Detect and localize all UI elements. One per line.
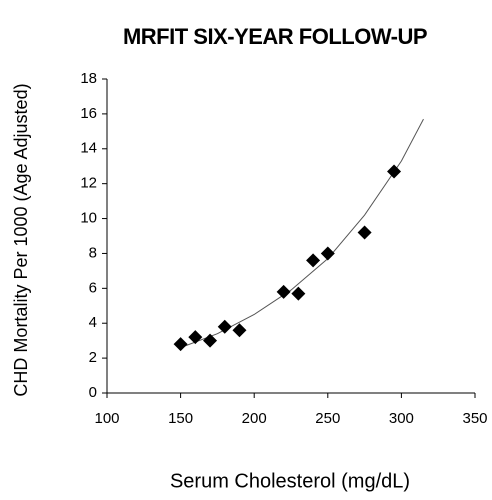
data-point xyxy=(203,333,218,348)
y-tick-label: 6 xyxy=(89,279,97,296)
x-tick-label: 350 xyxy=(462,410,487,427)
data-point xyxy=(291,286,306,301)
y-tick-label: 2 xyxy=(89,349,97,366)
x-tick-label: 250 xyxy=(315,410,340,427)
y-axis-title: CHD Mortality Per 1000 (Age Adjusted) xyxy=(11,83,31,396)
data-point xyxy=(188,330,203,345)
y-tick-label: 18 xyxy=(80,70,97,87)
data-point xyxy=(217,319,232,334)
data-point xyxy=(232,323,247,338)
x-tick-label: 200 xyxy=(242,410,267,427)
x-tick-label: 300 xyxy=(389,410,414,427)
x-axis-title: Serum Cholesterol (mg/dL) xyxy=(170,470,410,492)
data-point xyxy=(357,225,372,240)
data-point xyxy=(276,284,291,299)
y-tick-label: 4 xyxy=(89,314,97,331)
chart-title: MRFIT SIX-YEAR FOLLOW-UP xyxy=(123,24,427,49)
y-tick-label: 10 xyxy=(80,210,97,227)
data-point xyxy=(306,253,321,268)
y-tick-label: 16 xyxy=(80,105,97,122)
x-tick-label: 150 xyxy=(168,410,193,427)
data-point xyxy=(387,164,402,179)
x-tick-label: 100 xyxy=(94,410,119,427)
data-point xyxy=(320,246,335,261)
y-tick-label: 0 xyxy=(89,384,97,401)
trendline xyxy=(180,118,424,349)
data-point xyxy=(173,337,188,352)
y-tick-label: 12 xyxy=(80,175,97,192)
y-tick-label: 8 xyxy=(89,244,97,261)
y-tick-label: 14 xyxy=(80,140,97,157)
